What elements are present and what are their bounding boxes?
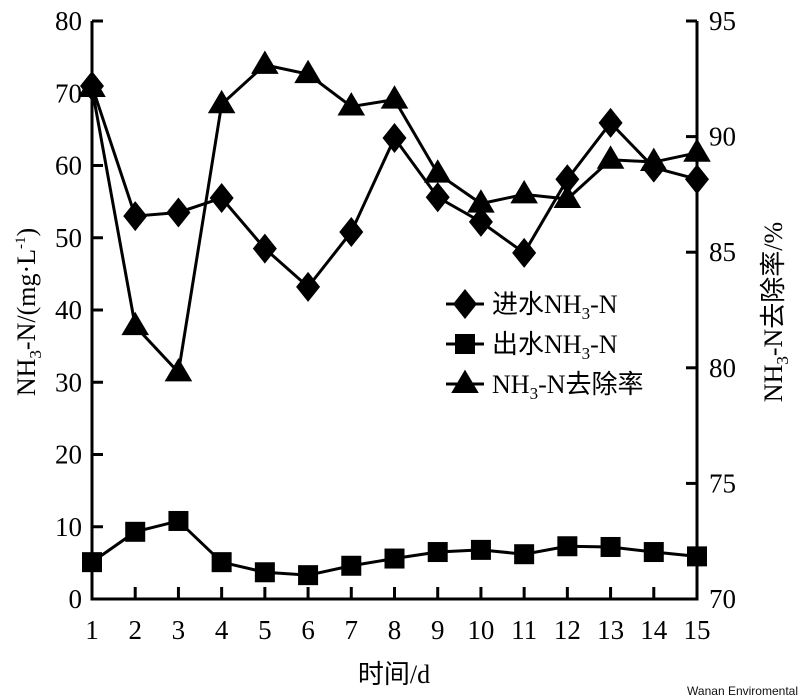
triangle-marker xyxy=(121,311,150,336)
legend-label: NH3-N去除率 xyxy=(492,370,644,403)
square-marker xyxy=(168,510,189,531)
diamond-marker xyxy=(468,206,493,237)
y-left-tick-label: 20 xyxy=(55,440,82,470)
diamond-marker xyxy=(252,233,277,264)
triangle-marker xyxy=(164,358,193,382)
x-tick-label: 14 xyxy=(640,615,668,645)
diamond-marker xyxy=(123,201,148,232)
square-marker xyxy=(455,334,475,354)
legend-label: 出水NH3-N xyxy=(492,330,618,363)
square-marker xyxy=(82,552,102,573)
triangle-marker xyxy=(510,180,538,204)
diamond-marker xyxy=(512,237,537,268)
triangle-marker xyxy=(380,85,409,109)
y-left-tick-label: 70 xyxy=(55,78,82,108)
y-right-axis-title: NH3-N去除率/% xyxy=(759,222,792,402)
square-marker xyxy=(384,548,405,569)
triangle-marker xyxy=(78,73,106,98)
y-left-tick-label: 30 xyxy=(55,367,82,397)
square-marker xyxy=(341,555,362,576)
y-left-tick-label: 80 xyxy=(55,6,82,36)
y-left-tick-label: 60 xyxy=(55,151,82,181)
x-tick-label: 4 xyxy=(215,615,229,645)
diamond-marker xyxy=(598,107,623,138)
series-diamond xyxy=(80,71,709,302)
y-right-tick-label: 80 xyxy=(709,353,736,383)
square-marker xyxy=(557,536,578,557)
y-left-tick-label: 10 xyxy=(55,512,82,542)
triangle-marker xyxy=(596,145,625,169)
square-marker xyxy=(600,536,621,557)
x-tick-label: 5 xyxy=(258,615,272,645)
diamond-marker xyxy=(339,216,364,247)
square-marker xyxy=(687,546,707,567)
watermark: Wanan Enviromental xyxy=(687,684,798,698)
x-tick-label: 7 xyxy=(345,615,359,645)
y-left-tick-label: 0 xyxy=(69,584,83,614)
x-tick-label: 2 xyxy=(128,615,142,645)
x-tick-label: 10 xyxy=(467,615,494,645)
square-marker xyxy=(427,542,448,563)
diamond-marker xyxy=(685,164,709,195)
x-tick-label: 1 xyxy=(85,615,99,645)
diamond-marker xyxy=(209,183,234,214)
y-left-tick-label: 50 xyxy=(55,223,82,253)
triangle-marker xyxy=(639,147,668,172)
diamond-marker xyxy=(166,197,191,228)
triangle-marker xyxy=(467,189,495,213)
diamond-marker xyxy=(425,182,450,213)
y-right-tick-label: 95 xyxy=(709,6,736,36)
square-marker xyxy=(125,521,146,542)
triangle-marker xyxy=(423,159,452,183)
x-tick-label: 13 xyxy=(597,615,624,645)
x-tick-label: 11 xyxy=(511,615,537,645)
triangle-marker xyxy=(207,89,236,114)
y-right-tick-label: 75 xyxy=(709,468,736,498)
diamond-marker xyxy=(382,123,407,154)
legend-label: 进水NH3-N xyxy=(492,290,618,323)
legend: 进水NH3-N 出水NH3-N NH3-N去除率 xyxy=(446,289,644,403)
series-triangle xyxy=(78,50,711,382)
triangle-marker xyxy=(251,50,279,74)
y-right-tick-label: 70 xyxy=(709,584,736,614)
square-marker xyxy=(254,562,275,583)
triangle-marker xyxy=(683,138,711,162)
y-left-axis-title: NH3-N/(mg·L-1) xyxy=(12,228,45,396)
series-layer xyxy=(78,50,711,586)
square-marker xyxy=(514,544,535,565)
triangle-marker xyxy=(553,184,582,209)
y-left-tick-label: 40 xyxy=(55,295,82,325)
series-square xyxy=(82,510,707,586)
diamond-marker xyxy=(453,289,477,319)
legend-item: NH3-N去除率 xyxy=(446,369,644,403)
square-marker xyxy=(298,565,319,586)
x-tick-label: 6 xyxy=(301,615,315,645)
legend-item: 进水NH3-N xyxy=(446,289,618,323)
square-marker xyxy=(643,542,664,563)
x-axis-title: 时间/d xyxy=(358,660,430,689)
x-tick-label: 3 xyxy=(172,615,186,645)
triangle-marker xyxy=(337,92,366,116)
square-marker xyxy=(470,539,491,560)
x-tick-label: 8 xyxy=(388,615,402,645)
triangle-marker xyxy=(294,59,322,84)
axis-titles: 时间/d NH3-N/(mg·L-1) NH3-N去除率/% xyxy=(12,222,792,689)
y-right-tick-label: 90 xyxy=(709,122,736,152)
legend-item: 出水NH3-N xyxy=(446,330,618,363)
y-right-tick-label: 85 xyxy=(709,237,736,267)
diamond-marker xyxy=(555,164,580,195)
square-marker xyxy=(211,552,232,573)
x-tick-label: 15 xyxy=(684,615,711,645)
diamond-marker xyxy=(296,271,321,302)
triangle-marker xyxy=(451,369,479,393)
x-tick-label: 12 xyxy=(554,615,581,645)
x-tick-label: 9 xyxy=(431,615,445,645)
